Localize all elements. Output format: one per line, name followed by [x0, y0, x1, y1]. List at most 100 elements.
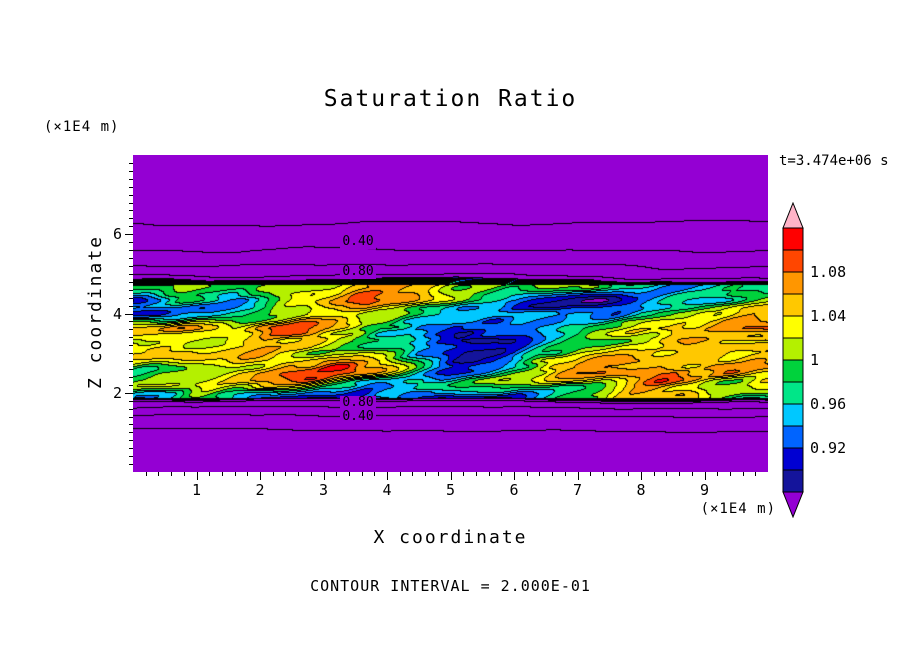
tick-mark [666, 472, 667, 476]
contour-interval-note: CONTOUR INTERVAL = 2.000E-01 [310, 577, 591, 595]
tick-mark [129, 203, 133, 204]
colorbar-band [782, 293, 804, 317]
tick-mark [129, 282, 133, 283]
tick-mark [349, 472, 350, 476]
x-tick-label: 2 [255, 481, 265, 499]
x-tick-label: 7 [572, 481, 583, 499]
tick-mark [129, 329, 133, 330]
tick-mark [129, 290, 133, 291]
colorbar-tick-label: 0.96 [810, 395, 847, 413]
tick-mark [158, 472, 159, 476]
tick-mark [146, 472, 147, 476]
colorbar-band [782, 403, 804, 427]
tick-mark [590, 472, 591, 476]
tick-mark [129, 163, 133, 164]
tick-mark [129, 337, 133, 338]
tick-mark [400, 472, 401, 476]
tick-mark [129, 179, 133, 180]
x-tick-label: 3 [318, 481, 329, 499]
y-tick-label: 2 [112, 383, 122, 402]
tick-mark [260, 472, 261, 480]
tick-mark [641, 472, 642, 480]
tick-mark [129, 321, 133, 322]
tick-mark [235, 472, 236, 476]
tick-mark [129, 210, 133, 211]
colorbar-band [782, 469, 804, 493]
tick-mark [184, 472, 185, 476]
colorbar-band [782, 315, 804, 339]
tick-mark [129, 424, 133, 425]
colorbar-tick-label: 1.04 [810, 307, 847, 325]
tick-mark [501, 472, 502, 476]
tick-mark [129, 258, 133, 259]
colorbar-tick-label: 1.08 [810, 263, 847, 281]
contour-heatmap-canvas [133, 155, 768, 472]
x-tick-label: 9 [699, 481, 710, 499]
tick-mark [387, 472, 388, 480]
x-tick-label: 8 [636, 481, 646, 499]
tick-mark [578, 472, 579, 480]
tick-mark [362, 472, 363, 476]
tick-mark [298, 472, 299, 476]
tick-mark [129, 218, 133, 219]
tick-mark [129, 432, 133, 433]
colorbar-arrow [782, 202, 804, 229]
tick-mark [129, 417, 133, 418]
tick-mark [125, 314, 133, 315]
tick-mark [129, 171, 133, 172]
tick-mark [129, 242, 133, 243]
colorbar-band [782, 337, 804, 361]
tick-mark [129, 187, 133, 188]
tick-mark [628, 472, 629, 476]
contour-label-top-080: 0.80 [340, 265, 376, 279]
colorbar-tick-label: 1 [810, 351, 820, 369]
tick-mark [129, 401, 133, 402]
tick-mark [171, 472, 172, 476]
tick-mark [125, 393, 133, 394]
x-tick-label: 1 [191, 481, 202, 499]
tick-mark [412, 472, 413, 476]
x-axis-unit-label: (×1E4 m) [700, 501, 776, 517]
tick-mark [463, 472, 464, 476]
x-tick-label: 4 [382, 481, 392, 499]
tick-mark [679, 472, 680, 476]
tick-mark [324, 472, 325, 480]
time-stamp-label: t=3.474e+06 s [779, 153, 889, 169]
tick-mark [489, 472, 490, 476]
contour-label-bottom-040: 0.40 [340, 410, 376, 424]
colorbar-arrow [782, 491, 804, 518]
y-tick-label: 4 [112, 304, 122, 323]
tick-mark [730, 472, 731, 476]
tick-mark [125, 234, 133, 235]
tick-mark [565, 472, 566, 476]
x-tick-label: 5 [445, 481, 456, 499]
colorbar-band [782, 271, 804, 295]
tick-mark [451, 472, 452, 480]
tick-mark [129, 298, 133, 299]
colorbar-band [782, 425, 804, 449]
tick-mark [654, 472, 655, 476]
tick-mark [374, 472, 375, 476]
tick-mark [129, 274, 133, 275]
tick-mark [552, 472, 553, 476]
tick-mark [692, 472, 693, 476]
chart-title: Saturation Ratio [323, 86, 578, 112]
tick-mark [514, 472, 515, 480]
contour-label-bottom-080: 0.80 [340, 396, 376, 410]
tick-mark [129, 409, 133, 410]
tick-mark [129, 377, 133, 378]
tick-mark [129, 306, 133, 307]
y-tick-label: 6 [112, 225, 122, 244]
colorbar-band [782, 359, 804, 383]
colorbar-tick-label: 0.92 [810, 439, 847, 457]
tick-mark [129, 448, 133, 449]
tick-mark [129, 195, 133, 196]
tick-mark [129, 464, 133, 465]
tick-mark [438, 472, 439, 476]
tick-mark [476, 472, 477, 476]
tick-mark [129, 250, 133, 251]
colorbar [782, 202, 804, 518]
tick-mark [129, 226, 133, 227]
tick-mark [311, 472, 312, 476]
tick-mark [247, 472, 248, 476]
